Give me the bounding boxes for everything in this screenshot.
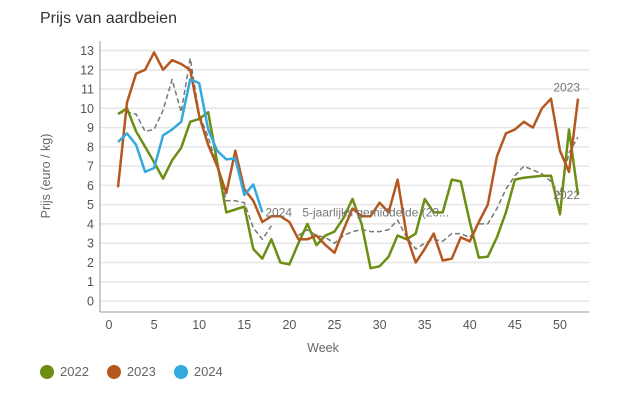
y-tick-label: 9: [87, 121, 94, 135]
series-end-label: 2022: [553, 188, 580, 202]
y-tick-label: 10: [80, 102, 94, 116]
legend-marker-icon: [173, 364, 188, 379]
legend-label: 2023: [126, 364, 156, 379]
legend-item-2024[interactable]: 2024: [173, 364, 223, 379]
legend-marker-icon: [40, 364, 54, 379]
x-tick-label: 0: [106, 318, 113, 332]
y-tick-label: 7: [87, 160, 94, 174]
y-tick-label: 3: [87, 237, 94, 251]
y-tick-label: 5: [87, 198, 94, 212]
x-tick-label: 15: [237, 318, 251, 332]
y-tick-label: 0: [87, 295, 94, 309]
x-tick-label: 40: [463, 318, 477, 332]
x-tick-label: 30: [373, 318, 387, 332]
y-tick-label: 1: [87, 275, 94, 289]
x-tick-label: 5: [151, 318, 158, 332]
y-axis-label: Prijs (euro / kg): [39, 134, 53, 219]
x-tick-label: 35: [418, 318, 432, 332]
x-tick-label: 20: [282, 318, 296, 332]
series-line-2024: [117, 78, 264, 213]
x-tick-label: 50: [553, 318, 567, 332]
y-tick-label: 6: [87, 179, 94, 193]
y-tick-label: 12: [80, 63, 94, 77]
x-tick-label: 10: [192, 318, 206, 332]
series-line-2022: [117, 107, 580, 270]
y-tick-label: 4: [87, 217, 94, 231]
series-end-label: 2023: [553, 81, 580, 95]
x-tick-label: 25: [328, 318, 342, 332]
y-tick-label: 11: [81, 83, 94, 97]
y-tick-label: 8: [87, 140, 94, 154]
y-tick-label: 13: [80, 44, 94, 58]
series-end-label: 2024: [265, 205, 292, 219]
legend-marker-icon: [106, 364, 121, 379]
legend-item-2022[interactable]: 2022: [40, 364, 89, 379]
y-tick-label: 2: [87, 256, 94, 270]
series-end-label: 5-jaarlijks gemiddelde (20...: [302, 205, 449, 219]
x-axis-label: Week: [307, 341, 339, 355]
chart-title: Prijs van aardbeien: [40, 10, 177, 27]
series-line-5-jaarlijks-gemiddelde: [117, 57, 579, 250]
legend: 2022 2023 2024: [40, 364, 223, 379]
x-tick-label: 45: [508, 318, 522, 332]
series-line-2023: [116, 51, 580, 264]
legend-label: 2024: [193, 364, 223, 379]
legend-item-2023[interactable]: 2023: [106, 364, 156, 379]
legend-label: 2022: [60, 364, 89, 379]
